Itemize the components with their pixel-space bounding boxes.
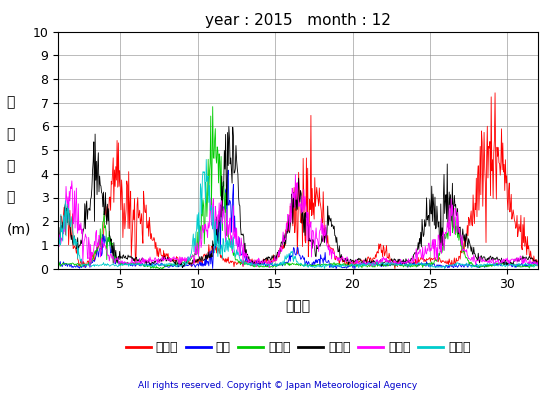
Text: 有: 有 [7,96,15,110]
Text: (m): (m) [7,222,31,236]
Title: year : 2015   month : 12: year : 2015 month : 12 [205,13,391,28]
Legend: 上ノ国, 唐案, 石廀崎, 経ヶ峬, 生月島, 屋久島: 上ノ国, 唐案, 石廀崎, 経ヶ峬, 生月島, 屋久島 [121,337,476,359]
Text: 波: 波 [7,159,15,173]
X-axis label: （日）: （日） [286,299,311,313]
Text: All rights reserved. Copyright © Japan Meteorological Agency: All rights reserved. Copyright © Japan M… [138,381,417,390]
Text: 高: 高 [7,190,15,205]
Text: 義: 義 [7,127,15,141]
